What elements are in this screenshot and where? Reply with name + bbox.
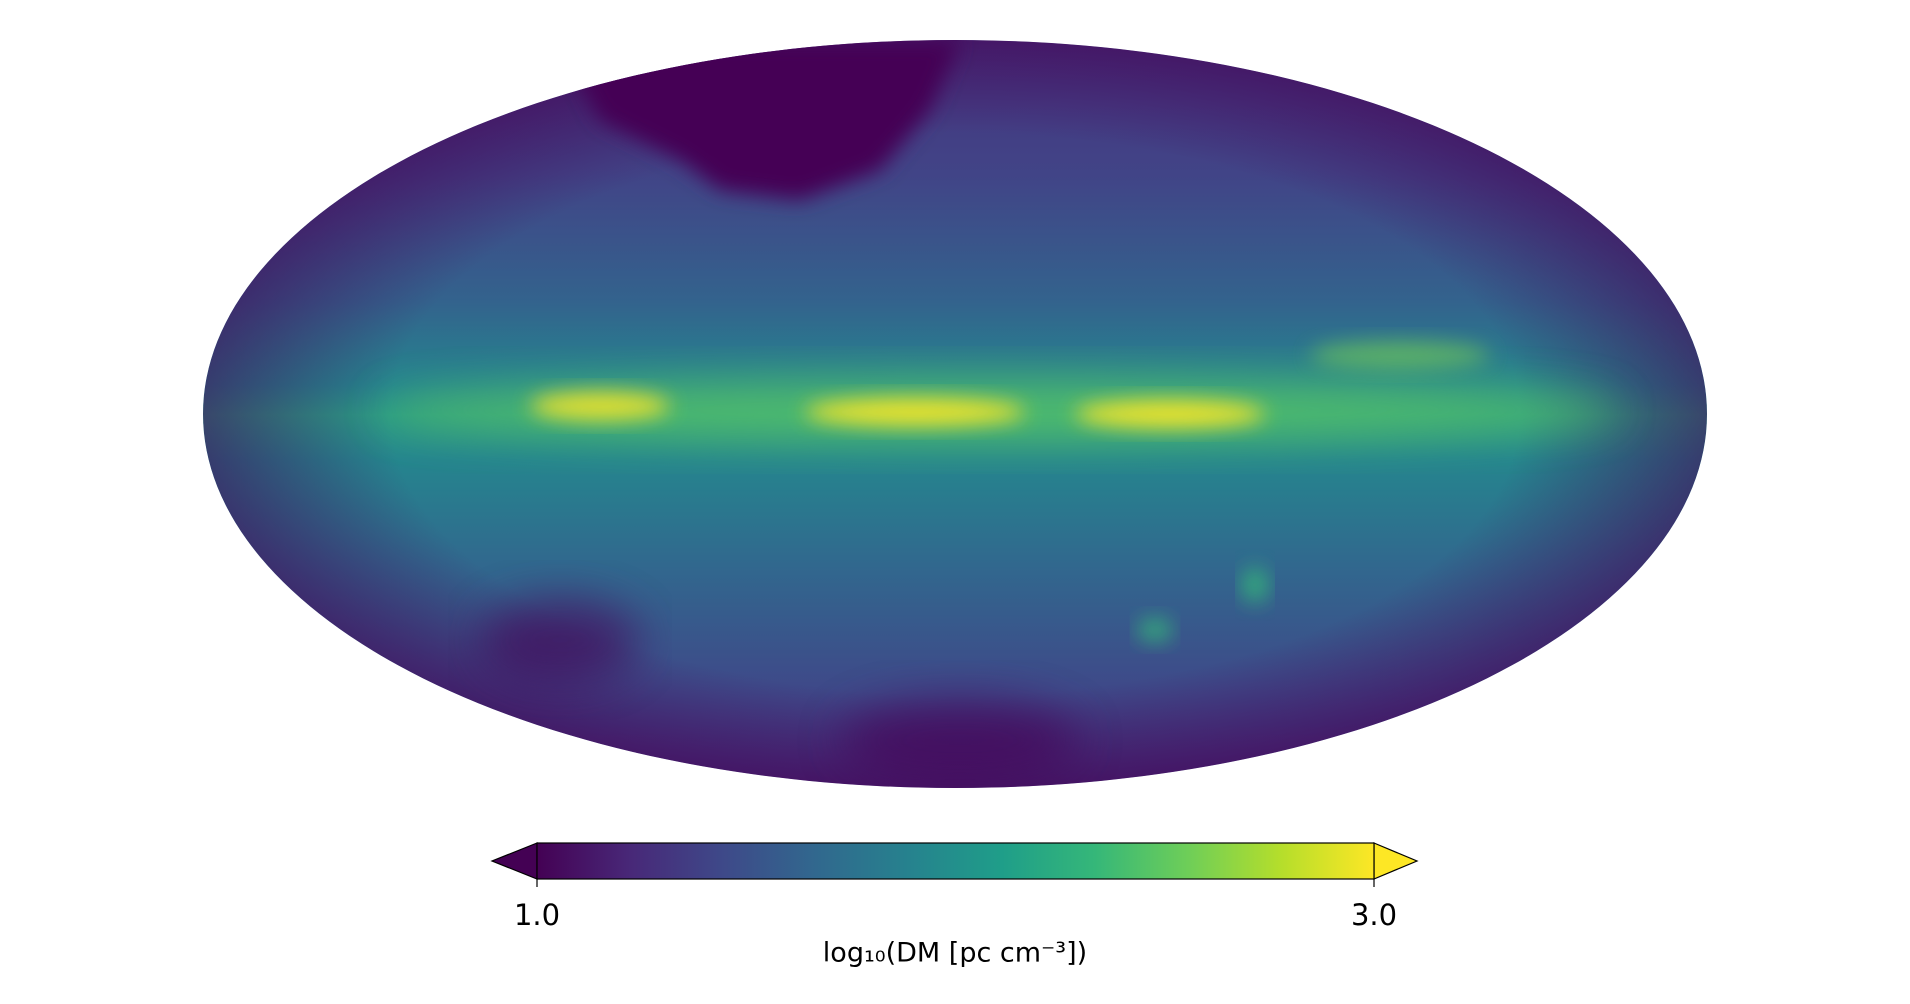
colorbar [536, 842, 1375, 880]
colorbar-label: log₁₀(DM [pc cm⁻³]) [823, 938, 1087, 969]
colorbar-tick-label: 3.0 [1351, 898, 1397, 932]
colorbar-extend-min [490, 842, 538, 880]
colorbar-extend-max [1373, 842, 1419, 880]
colorbar-tick-label: 1.0 [514, 898, 560, 932]
sky-map [203, 40, 1707, 788]
